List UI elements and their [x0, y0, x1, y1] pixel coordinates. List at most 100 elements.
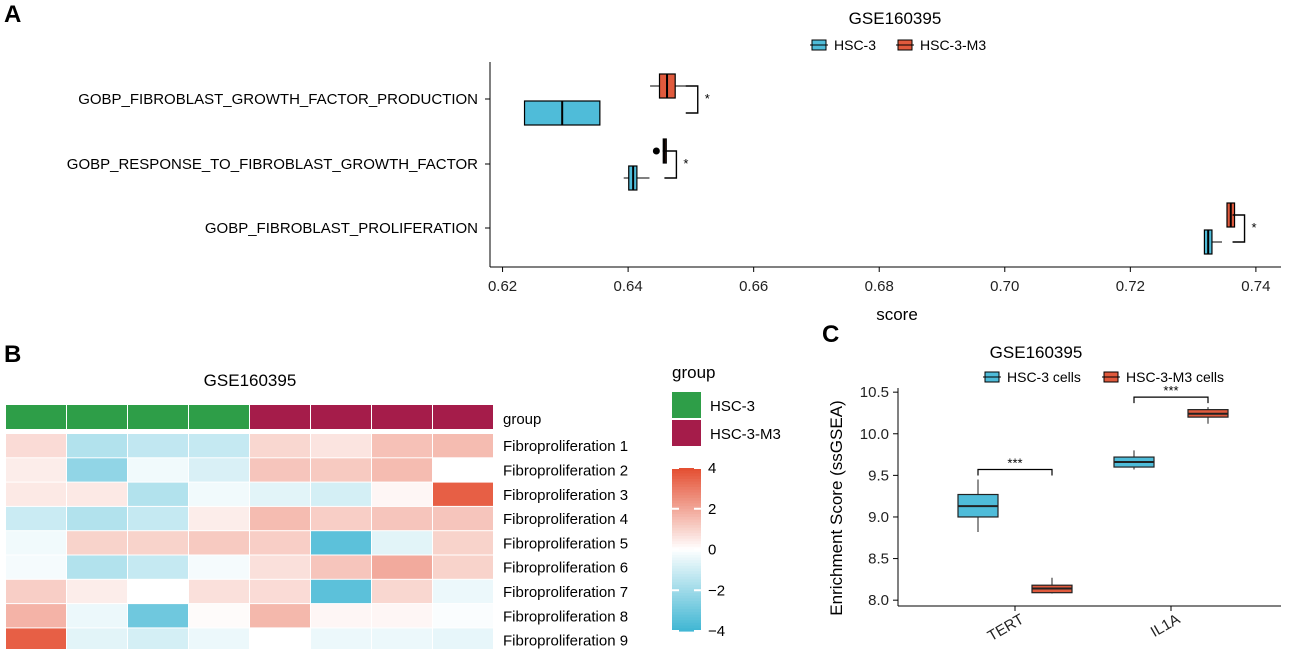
colorbar-segment: [672, 484, 701, 488]
colorbar-segment: [672, 595, 701, 599]
heatmap-cell: [67, 531, 127, 555]
heatmap-cell: [128, 506, 188, 531]
colorbar-segment: [672, 519, 701, 523]
colorbar-segment: [672, 560, 701, 564]
panel-a-x-tick-label: 0.64: [614, 278, 643, 295]
heatmap-row-label: Fibroproliferation 7: [503, 584, 628, 601]
significance-label: *: [705, 91, 710, 106]
panel-a-title: GSE160395: [849, 9, 942, 28]
significance-bracket: [1232, 214, 1246, 243]
panel-c-y-tick-label: 9.0: [868, 509, 889, 526]
colorbar-segment: [672, 481, 701, 485]
heatmap-cell: [189, 628, 249, 649]
heatmap-cell: [250, 531, 310, 555]
heatmap-cell: [311, 506, 371, 531]
heatmap-cell: [372, 434, 432, 458]
panel-b-group-label: group: [503, 411, 541, 428]
heatmap-row-label: Fibroproliferation 3: [503, 487, 628, 504]
colorbar-segment: [672, 625, 701, 629]
colorbar-segment: [672, 546, 701, 551]
heatmap-cell: [6, 506, 66, 531]
colorbar-segment: [672, 584, 701, 589]
heatmap-cell: [311, 579, 371, 604]
heatmap-cell: [67, 604, 127, 628]
colorbar-segment: [672, 617, 701, 621]
colorbar-segment: [672, 544, 701, 548]
colorbar-segment: [672, 603, 701, 608]
heatmap-cell: [189, 458, 249, 482]
heatmap-cell: [311, 628, 371, 649]
legend-label-hsc3-cells: HSC-3 cells: [1007, 369, 1081, 385]
heatmap-cell: [67, 628, 127, 649]
heatmap-cell: [372, 604, 432, 628]
heatmap-cell: [6, 458, 66, 482]
colorbar-segment: [672, 538, 701, 542]
colorbar-segment: [672, 511, 701, 515]
heatmap-cell: [128, 434, 188, 458]
panel-a-x-tick-label: 0.62: [488, 278, 517, 295]
colorbar-tick-label: −4: [708, 623, 725, 640]
significance-label: *: [1252, 220, 1257, 235]
heatmap-group-cell: [128, 405, 188, 429]
heatmap-cell: [189, 604, 249, 628]
colorbar-segment: [672, 503, 701, 507]
heatmap-cell: [67, 579, 127, 604]
heatmap-cell: [67, 482, 127, 506]
colorbar-segment: [672, 541, 701, 545]
colorbar-segment: [672, 516, 701, 521]
heatmap-cell: [128, 531, 188, 555]
heatmap-cell: [433, 506, 493, 531]
heatmap-cell: [128, 579, 188, 604]
heatmap-cell: [311, 555, 371, 579]
colorbar-segment: [672, 514, 701, 518]
colorbar-segment: [672, 508, 701, 513]
panel-a-category-label: GOBP_FIBROBLAST_GROWTH_FACTOR_PRODUCTION: [78, 91, 478, 108]
significance-label: ***: [1007, 456, 1022, 471]
heatmap-cell: [311, 434, 371, 458]
panel-b-legend-title: group: [672, 363, 715, 382]
colorbar-tick-label: 0: [708, 542, 716, 559]
heatmap-cell: [250, 604, 310, 628]
panel-a-category-label: GOBP_FIBROBLAST_PROLIFERATION: [205, 220, 478, 237]
colorbar-segment: [672, 611, 701, 616]
colorbar-segment: [672, 620, 701, 624]
heatmap-cell: [67, 434, 127, 458]
heatmap-cell: [128, 555, 188, 579]
colorbar-segment: [672, 525, 701, 529]
heatmap-cell: [433, 555, 493, 579]
colorbar-segment: [672, 533, 701, 537]
panel-label-c: C: [822, 321, 839, 348]
heatmap-cell: [372, 531, 432, 555]
heatmap-cell: [433, 604, 493, 628]
colorbar-tick-label: 2: [708, 501, 716, 518]
colorbar-segment: [672, 573, 701, 578]
heatmap-row-label: Fibroproliferation 8: [503, 608, 628, 625]
significance-bracket: [977, 468, 1053, 476]
panel-a-x-tick-label: 0.74: [1241, 278, 1270, 295]
heatmap-group-cell: [6, 405, 66, 429]
significance-bracket: [1133, 396, 1209, 404]
heatmap-cell: [372, 579, 432, 604]
heatmap-group-cell: [311, 405, 371, 429]
heatmap-row-label: Fibroproliferation 4: [503, 511, 628, 528]
legend-swatch-group-hsc3m3: [672, 420, 701, 446]
heatmap-cell: [433, 482, 493, 506]
legend-label-group-hsc3: HSC-3: [710, 398, 755, 415]
colorbar-segment: [672, 622, 701, 627]
colorbar-segment: [672, 628, 701, 632]
panel-c-y-tick-label: 10.5: [860, 384, 889, 401]
colorbar-segment: [672, 606, 701, 610]
heatmap-cell: [372, 482, 432, 506]
heatmap-cell: [6, 579, 66, 604]
colorbar-segment: [672, 478, 701, 483]
panel-label-b: B: [4, 341, 21, 368]
legend-label-hsc3m3: HSC-3-M3: [920, 37, 986, 53]
colorbar-segment: [672, 582, 701, 586]
heatmap-cell: [128, 604, 188, 628]
colorbar-segment: [672, 563, 701, 567]
heatmap-row-label: Fibroproliferation 5: [503, 535, 628, 552]
heatmap-cell: [250, 555, 310, 579]
heatmap-cell: [311, 458, 371, 482]
heatmap-cell: [372, 506, 432, 531]
